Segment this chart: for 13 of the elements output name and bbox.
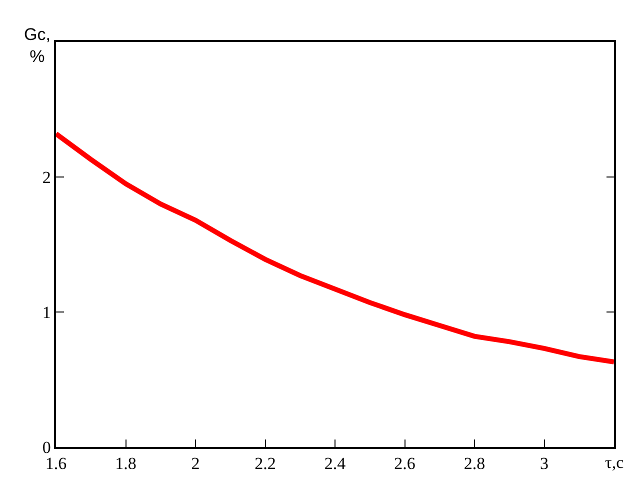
x-tick-label: 2.4 <box>324 454 346 474</box>
y-tick-label: 0 <box>42 438 51 457</box>
y-tick-label: 1 <box>42 302 51 322</box>
x-tick-label: 3 <box>540 454 548 474</box>
x-axis-title: τ,c <box>605 453 624 472</box>
y-tick-label: 2 <box>42 168 51 187</box>
x-tick-label: 2.8 <box>464 454 486 474</box>
x-tick-label: 1.6 <box>45 454 67 474</box>
x-tick-label: 1.8 <box>115 454 136 474</box>
x-tick-label: 2.6 <box>394 454 416 474</box>
y-axis-title: Gc, % <box>24 25 50 66</box>
x-tick-label: 2 <box>191 454 200 474</box>
x-tick-label: 2.2 <box>254 454 276 474</box>
